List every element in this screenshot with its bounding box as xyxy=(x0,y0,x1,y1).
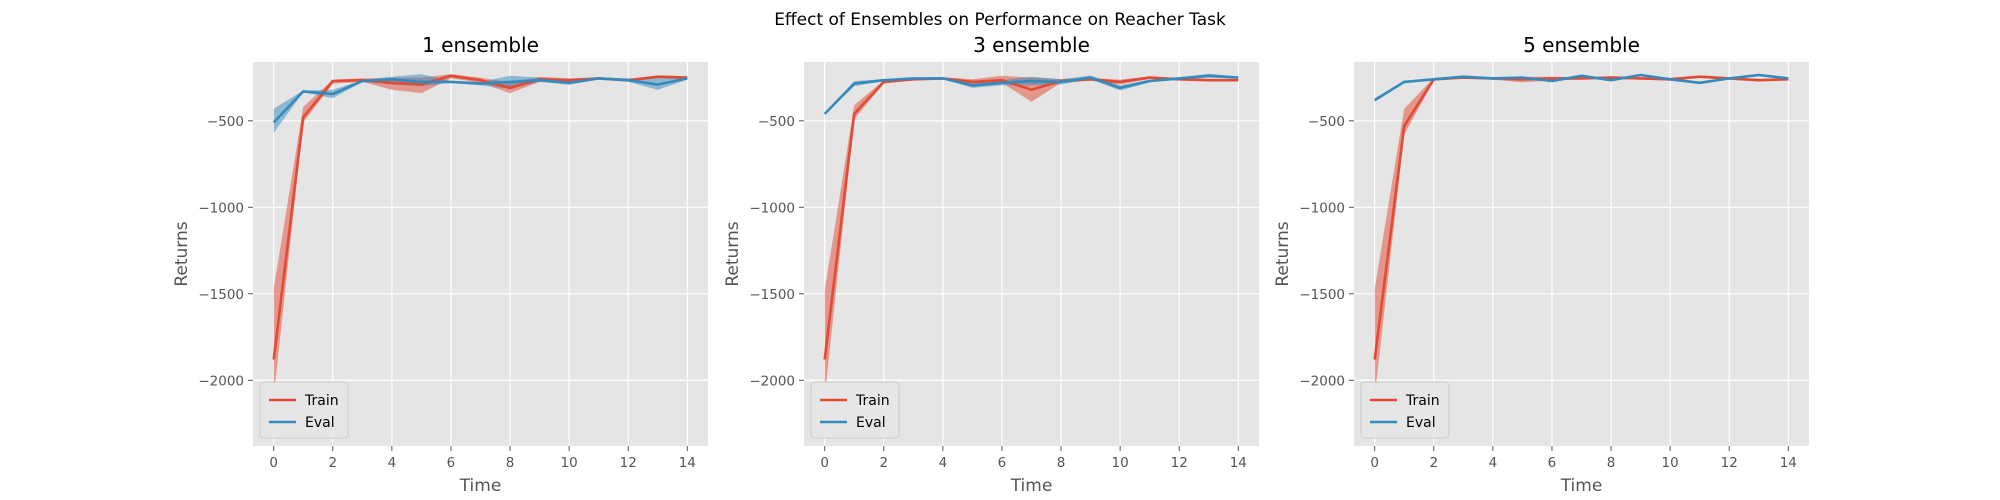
legend-box xyxy=(1360,381,1450,439)
y-tick-label: −1500 xyxy=(749,287,795,303)
legend-box xyxy=(259,381,349,439)
y-tick-label: −2000 xyxy=(749,373,795,389)
x-tick-label: 6 xyxy=(1548,455,1557,471)
y-tick-label: −500 xyxy=(207,114,244,130)
legend: Train Eval xyxy=(259,381,349,439)
panel-2: 0 2 4 6 8 10 12 14 −500 −1000 −1500 −2000 3 ensemble… xyxy=(723,33,1259,496)
x-tick-label: 4 xyxy=(1489,455,1498,471)
legend-label-eval: Eval xyxy=(305,415,335,431)
panel-title: 1 ensemble xyxy=(422,33,539,57)
legend-label-train: Train xyxy=(1405,393,1440,409)
y-tick-label: −2000 xyxy=(198,373,244,389)
legend-label-eval: Eval xyxy=(1406,415,1436,431)
legend-label-train: Train xyxy=(855,393,890,409)
x-tick-label: 2 xyxy=(1429,455,1438,471)
legend: Train Eval xyxy=(1360,381,1450,439)
legend-label-eval: Eval xyxy=(856,415,886,431)
x-axis-label: Time xyxy=(459,476,502,496)
panel-1: 0 2 4 6 8 10 12 14 −500 −1000 −1500 −2000 1 ensemble… xyxy=(172,33,708,496)
x-tick-label: 0 xyxy=(269,455,278,471)
y-axis-label: Returns xyxy=(172,221,192,286)
band-eval xyxy=(273,74,688,133)
x-tick-label: 10 xyxy=(561,455,578,471)
x-tick-label: 4 xyxy=(388,455,397,471)
y-axis-label: Returns xyxy=(1273,221,1293,286)
y-tick-label: −500 xyxy=(1308,114,1345,130)
x-tick-label: 0 xyxy=(1370,455,1379,471)
legend: Train Eval xyxy=(810,381,900,439)
y-tick-label: −500 xyxy=(758,114,795,130)
x-tick-label: 14 xyxy=(1230,455,1247,471)
panel-title: 5 ensemble xyxy=(1523,33,1640,57)
legend-box xyxy=(810,381,900,439)
y-tick-label: −1000 xyxy=(749,200,795,216)
y-axis-label: Returns xyxy=(723,221,743,286)
y-tick-label: −1500 xyxy=(198,287,244,303)
x-tick-label: 2 xyxy=(328,455,337,471)
x-tick-label: 2 xyxy=(879,455,888,471)
y-tick-label: −1000 xyxy=(1299,200,1345,216)
line-eval xyxy=(272,77,688,124)
x-tick-label: 0 xyxy=(820,455,829,471)
y-tick-label: −2000 xyxy=(1299,373,1345,389)
legend-label-train: Train xyxy=(304,393,339,409)
line-eval xyxy=(1374,73,1789,102)
y-tick-label: −1500 xyxy=(1299,287,1345,303)
panel-title: 3 ensemble xyxy=(973,33,1090,57)
x-tick-label: 8 xyxy=(1607,455,1616,471)
y-tick-label: −1000 xyxy=(198,200,244,216)
x-axis-label: Time xyxy=(1560,476,1603,496)
x-tick-label: 10 xyxy=(1662,455,1679,471)
x-tick-label: 12 xyxy=(1721,455,1738,471)
x-tick-label: 12 xyxy=(620,455,637,471)
x-tick-label: 14 xyxy=(679,455,696,471)
x-tick-label: 8 xyxy=(1057,455,1066,471)
figure-title: Effect of Ensembles on Performance on Re… xyxy=(774,10,1226,30)
x-tick-label: 12 xyxy=(1171,455,1188,471)
x-tick-label: 6 xyxy=(998,455,1007,471)
panel-3: 0 2 4 6 8 10 12 14 −500 −1000 −1500 −2000 5 ensemble… xyxy=(1273,33,1809,496)
x-tick-label: 8 xyxy=(506,455,515,471)
x-tick-label: 14 xyxy=(1780,455,1797,471)
line-eval xyxy=(823,74,1239,115)
x-axis-label: Time xyxy=(1010,476,1053,496)
x-tick-label: 6 xyxy=(447,455,456,471)
band-train xyxy=(273,74,688,398)
x-tick-label: 10 xyxy=(1112,455,1129,471)
x-tick-label: 4 xyxy=(939,455,948,471)
